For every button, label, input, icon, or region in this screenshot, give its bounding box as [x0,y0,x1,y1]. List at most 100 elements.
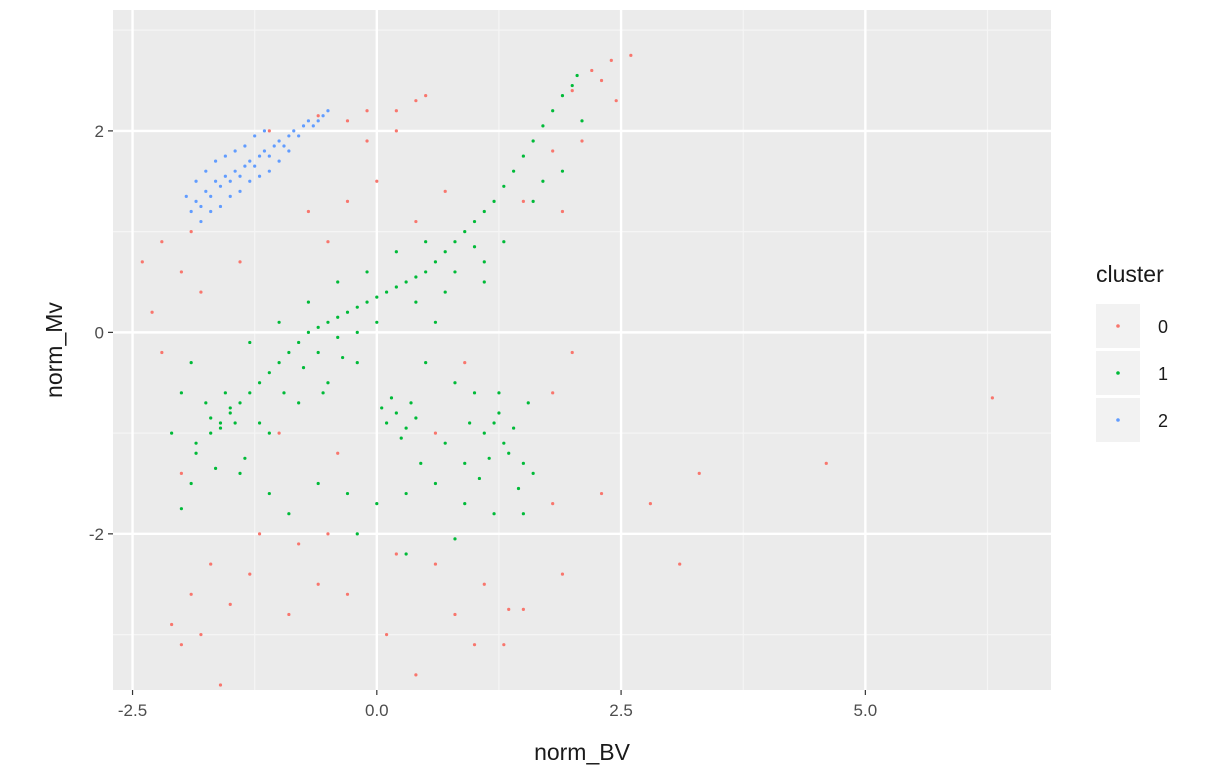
data-point [365,300,369,304]
data-point [262,149,267,153]
data-point [267,154,271,158]
data-point [336,280,340,284]
data-point [321,391,325,395]
data-point [355,305,359,309]
data-point [248,179,252,183]
data-point [433,431,438,435]
data-point [380,406,384,410]
data-point [414,416,418,420]
data-point [213,466,218,470]
data-point [189,209,193,214]
data-point [316,114,320,118]
data-point [257,174,262,178]
x-axis-ticks: -2.5 0.0 2.5 5.0 [118,690,877,720]
data-point [199,290,203,294]
series-2-points [184,109,330,224]
data-point [287,149,291,153]
data-point [487,456,491,460]
data-point [463,502,467,506]
data-point [482,431,486,435]
data-point [253,134,257,138]
data-points [140,53,994,687]
data-point [287,134,291,138]
data-point [678,562,682,566]
data-point [267,371,271,375]
data-point [267,431,271,435]
data-point [472,391,477,395]
data-point [394,250,398,254]
data-point [336,335,340,340]
data-point [355,532,359,536]
data-point [629,53,633,57]
data-point [277,159,281,163]
data-point [297,340,301,345]
data-point [424,360,428,365]
data-point [560,209,565,214]
data-point [497,411,501,415]
data-point [248,391,252,395]
data-point [238,174,242,178]
data-point [209,209,213,214]
data-point [341,355,345,360]
data-point [277,360,281,365]
data-point [648,502,652,506]
data-point [209,431,213,435]
data-point [433,481,438,486]
data-point [531,471,535,476]
data-point [394,285,398,289]
data-point [267,129,271,133]
data-point [453,240,457,244]
data-point [414,300,418,304]
data-point [306,300,311,304]
data-point [233,421,237,425]
data-point [301,366,306,370]
data-point [277,320,281,324]
data-point [570,83,574,88]
data-point [590,68,594,73]
x-tick-label: -2.5 [118,701,147,720]
y-tick-label: -2 [89,525,104,544]
data-point [170,622,174,627]
data-point [507,451,511,455]
data-point [482,260,486,264]
data-point [404,491,408,496]
data-point [218,421,223,425]
data-point [194,179,198,183]
data-point [463,360,467,365]
data-point [297,134,301,138]
data-point [272,144,276,148]
data-point [521,199,525,204]
data-point [243,144,247,148]
data-point [213,159,218,163]
data-point [257,421,262,425]
legend-key-point [1116,324,1120,328]
data-point [394,109,398,113]
data-point [336,315,340,319]
data-point [580,139,584,143]
data-point [502,184,506,188]
data-point [204,169,208,173]
data-point [160,350,164,355]
data-point [482,209,486,214]
data-point [492,421,496,425]
data-point [248,572,252,576]
legend-title: cluster [1096,261,1164,287]
legend-label: 1 [1158,364,1168,384]
data-point [551,149,555,153]
data-point [140,260,144,264]
data-point [531,199,535,204]
data-point [404,426,408,430]
data-point [404,280,408,284]
data-point [170,431,174,435]
data-point [384,632,389,637]
data-point [257,532,262,536]
data-point [218,426,223,430]
data-point [213,179,218,183]
x-tick-label: 5.0 [854,701,878,720]
data-point [306,209,311,214]
data-point [472,245,477,249]
data-point [492,199,496,204]
data-point [355,360,359,365]
data-point [228,411,232,415]
data-point [453,270,457,274]
